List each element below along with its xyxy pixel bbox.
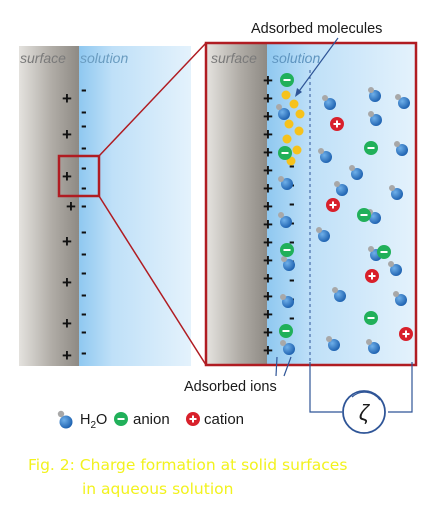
- legend-anion-icon: [114, 412, 128, 426]
- caption-line-2: in aqueous solution: [82, 480, 234, 498]
- right-surface-label: surface: [211, 50, 257, 66]
- zeta-symbol: ζ: [359, 400, 371, 425]
- svg-text:+: +: [263, 341, 273, 360]
- zeta-connector-right: [388, 362, 413, 413]
- svg-text:+: +: [263, 179, 273, 198]
- left-surface-band: [19, 46, 79, 366]
- legend-h2o-label: H2O: [80, 412, 107, 431]
- svg-text:-: -: [81, 80, 87, 99]
- zeta-meter-arrow: [351, 391, 381, 401]
- left-panel: surface solution + -- + -- + -- + - +-- +-- …: [19, 46, 191, 366]
- svg-text:+: +: [263, 89, 273, 108]
- svg-text:+: +: [263, 107, 273, 126]
- svg-text:-: -: [81, 285, 87, 304]
- right-solution-label: solution: [272, 50, 320, 66]
- right-panel: surface solution +++ +++ +++ +++ +++ + -…: [204, 41, 418, 367]
- svg-text:-: -: [289, 308, 295, 327]
- svg-text:-: -: [81, 244, 87, 263]
- svg-text:+: +: [62, 273, 72, 292]
- right-plus-column: +++ +++ +++ +++ +++ +: [263, 71, 273, 360]
- zeta-connector: [309, 362, 342, 413]
- svg-text:+: +: [263, 197, 273, 216]
- svg-text:+: +: [263, 125, 273, 144]
- legend-cation-label: cation: [204, 411, 244, 428]
- left-charge-column: + -- + -- + -- + - +-- +-- +-- + -: [62, 80, 87, 365]
- svg-text:+: +: [263, 323, 273, 342]
- caption-area: [6, 448, 418, 506]
- svg-text:+: +: [62, 346, 72, 365]
- svg-text:-: -: [81, 263, 87, 282]
- legend-cation-icon: [186, 412, 200, 426]
- svg-text:-: -: [289, 156, 295, 175]
- legend-anion-label: anion: [133, 411, 170, 428]
- legend-h2o-icon: [57, 410, 73, 429]
- svg-text:+: +: [263, 251, 273, 270]
- svg-text:+: +: [263, 161, 273, 180]
- left-solution-band: [79, 46, 191, 366]
- adsorbed-molecules-label: Adsorbed molecules: [251, 21, 382, 37]
- svg-text:+: +: [263, 305, 273, 324]
- adsorbed-molecules-arrow: [296, 37, 339, 95]
- cations: [326, 117, 413, 341]
- svg-text:+: +: [263, 71, 273, 90]
- svg-text:-: -: [81, 102, 87, 121]
- svg-text:-: -: [289, 232, 295, 251]
- svg-text:+: +: [62, 232, 72, 251]
- svg-text:-: -: [81, 138, 87, 157]
- left-solution-label: solution: [80, 50, 128, 66]
- caption-line-1: Fig. 2: Charge formation at solid surfac…: [28, 456, 348, 474]
- left-surface-label: surface: [20, 50, 66, 66]
- svg-text:-: -: [81, 178, 87, 197]
- svg-text:-: -: [81, 158, 87, 177]
- svg-text:+: +: [263, 287, 273, 306]
- svg-text:-: -: [81, 343, 87, 362]
- water-molecules: [276, 87, 410, 355]
- legend: H2O anion cation: [57, 410, 244, 431]
- svg-text:+: +: [263, 233, 273, 252]
- svg-text:+: +: [62, 89, 72, 108]
- right-solution-band: [267, 44, 415, 364]
- adsorbed-ions-arrow-2: [283, 356, 292, 377]
- adsorbed-ions-label: Adsorbed ions: [184, 379, 277, 395]
- svg-text:+: +: [263, 269, 273, 288]
- svg-text:-: -: [81, 322, 87, 341]
- svg-text:+: +: [263, 215, 273, 234]
- zeta-meter: [342, 390, 386, 434]
- svg-text:-: -: [289, 270, 295, 289]
- anions: [278, 73, 391, 338]
- svg-text:-: -: [81, 222, 87, 241]
- zoom-selection-box: [57, 154, 101, 198]
- svg-text:+: +: [62, 314, 72, 333]
- adsorbed-molecules-arrowhead: [295, 88, 302, 97]
- svg-text:-: -: [81, 304, 87, 323]
- right-surface-band: [207, 44, 267, 364]
- svg-text:+: +: [263, 143, 273, 162]
- svg-text:+: +: [66, 197, 76, 216]
- svg-text:-: -: [81, 196, 87, 215]
- svg-text:+: +: [62, 125, 72, 144]
- zoom-frame: [204, 41, 418, 367]
- adsorbed-ions-arrow-1: [275, 356, 278, 377]
- svg-text:-: -: [81, 116, 87, 135]
- svg-text:-: -: [289, 194, 295, 213]
- svg-text:+: +: [62, 167, 72, 186]
- zoom-connector-bottom: [98, 195, 207, 366]
- zoom-connector-top: [98, 42, 207, 157]
